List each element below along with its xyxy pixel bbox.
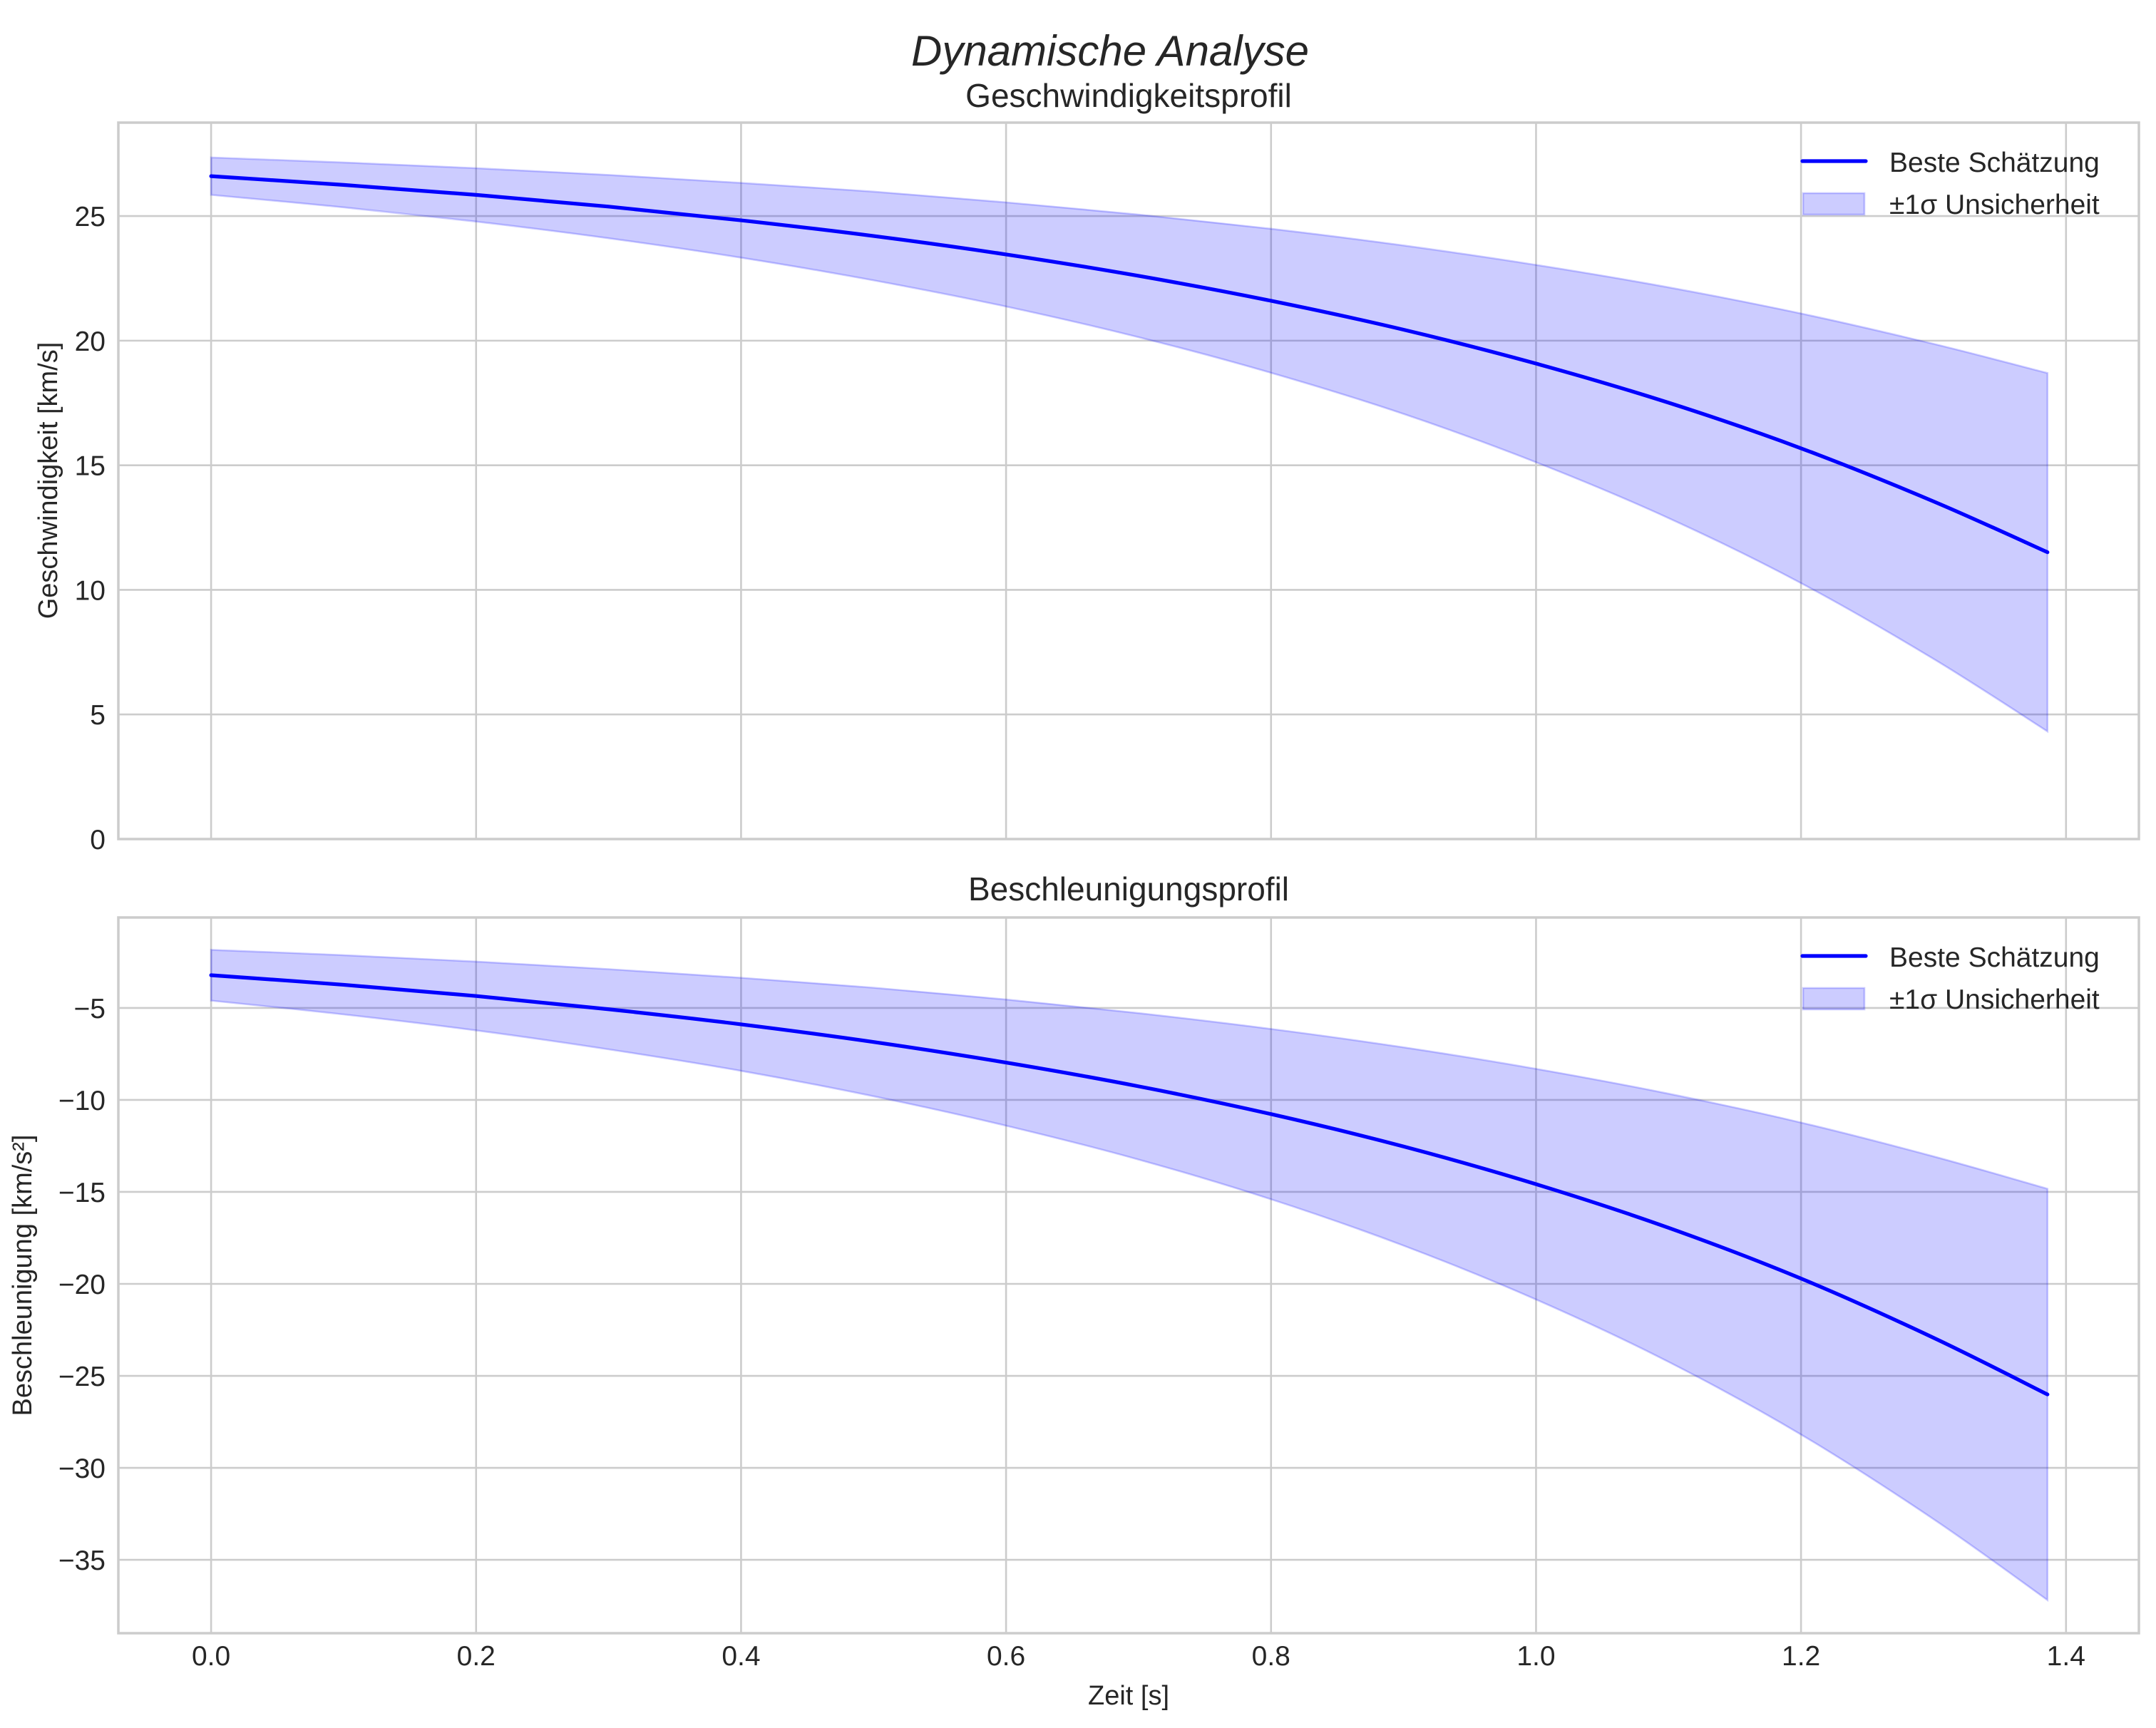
acceleration-best-estimate-line (209, 973, 2050, 1397)
x-axis-ticks: 0.0 0.2 0.4 0.6 0.8 1.0 1.2 1.4 (192, 1641, 2085, 1672)
y-tick-label: 20 (75, 326, 106, 357)
y-tick-label: −10 (58, 1086, 106, 1116)
x-tick-label: 0.2 (457, 1641, 496, 1672)
velocity-axes-frame (117, 121, 2140, 840)
y-tick-label: 10 (75, 575, 106, 606)
acceleration-grid (118, 917, 2139, 1633)
legend-label-best-estimate: Beste Schätzung (1889, 942, 2100, 973)
velocity-subplot: Geschwindigkeitsprofil 0 5 10 15 20 25 Geschw… (34, 77, 2140, 855)
legend-label-uncertainty: ±1σ Unsicherheit (1889, 984, 2100, 1015)
figure-title: Dynamische Analyse (911, 27, 1309, 75)
legend-band-swatch-icon (1802, 987, 1866, 1011)
x-tick-label: 0.0 (192, 1641, 230, 1672)
y-tick-label: 25 (75, 202, 106, 232)
acceleration-y-ticks: −5 −10 −15 −20 −25 −30 −35 (58, 994, 106, 1576)
y-tick-label: 15 (75, 451, 106, 482)
velocity-y-ticks: 0 5 10 15 20 25 (75, 202, 106, 855)
acceleration-legend: Beste Schätzung ±1σ Unsicherheit (1800, 942, 2100, 1015)
legend-label-uncertainty: ±1σ Unsicherheit (1889, 190, 2100, 220)
acceleration-axes-frame (117, 916, 2140, 1635)
x-tick-label: 0.6 (987, 1641, 1025, 1672)
x-tick-label: 0.8 (1252, 1641, 1290, 1672)
y-tick-label: 0 (90, 825, 106, 855)
y-tick-label: −35 (58, 1546, 106, 1576)
velocity-best-estimate-line (209, 174, 2050, 555)
y-tick-label: −30 (58, 1454, 106, 1484)
velocity-plot-area (209, 156, 2050, 734)
x-axis-label: Zeit [s] (1088, 1681, 1169, 1711)
velocity-subplot-title: Geschwindigkeitsprofil (965, 77, 1292, 114)
acceleration-plot-area (209, 949, 2050, 1603)
y-tick-label: −15 (58, 1178, 106, 1208)
y-tick-label: −25 (58, 1362, 106, 1392)
y-tick-label: −20 (58, 1270, 106, 1300)
y-tick-label: −5 (74, 994, 106, 1024)
acceleration-subplot: Beschleunigungsprofil −5−10−15−20−25−30−… (8, 870, 2140, 1711)
velocity-uncertainty-band (210, 156, 2049, 734)
x-tick-label: 0.4 (722, 1641, 760, 1672)
x-tick-label: 1.0 (1516, 1641, 1555, 1672)
x-tick-label: 1.2 (1782, 1641, 1820, 1672)
y-tick-label: 5 (90, 700, 106, 731)
acceleration-y-axis-label: Beschleunigung [km/s²] (8, 1135, 38, 1416)
acceleration-uncertainty-band (210, 949, 2049, 1603)
acceleration-subplot-title: Beschleunigungsprofil (968, 870, 1289, 907)
legend-band-swatch-icon (1802, 192, 1866, 216)
legend-label-best-estimate: Beste Schätzung (1889, 148, 2100, 178)
velocity-grid (118, 123, 2139, 840)
x-tick-label: 1.4 (2047, 1641, 2085, 1672)
velocity-legend: Beste Schätzung ±1σ Unsicherheit (1800, 148, 2100, 220)
velocity-y-axis-label: Geschwindigkeit [km/s] (34, 342, 63, 619)
